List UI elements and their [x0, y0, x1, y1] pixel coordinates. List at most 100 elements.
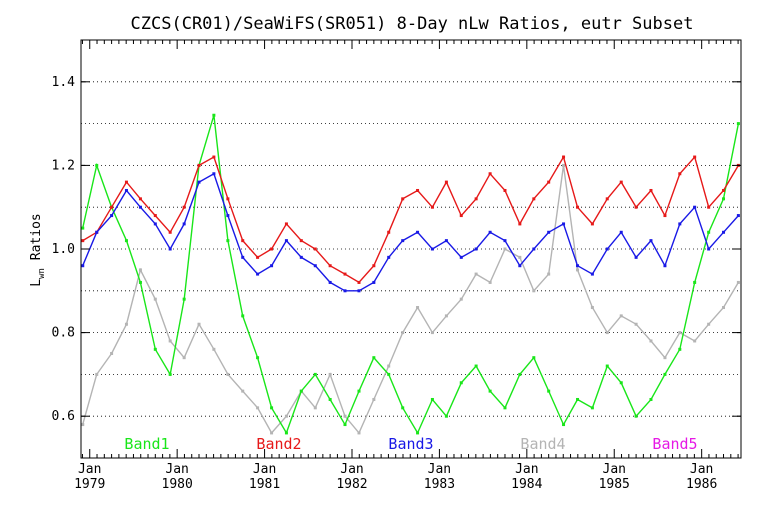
data-point-band4	[241, 389, 245, 393]
data-point-band4	[168, 339, 172, 343]
data-point-band2	[663, 214, 667, 218]
data-point-band3	[722, 230, 726, 234]
data-point-band1	[81, 226, 85, 230]
data-point-band3	[634, 255, 638, 259]
data-point-band3	[547, 230, 551, 234]
data-point-band2	[562, 155, 566, 159]
data-point-band2	[256, 255, 260, 259]
data-point-band4	[81, 423, 85, 427]
x-tick-label-month: Jan	[690, 462, 713, 477]
data-point-band2	[241, 239, 245, 243]
data-point-band2	[401, 197, 405, 201]
data-point-band3	[95, 230, 99, 234]
data-point-band4	[416, 306, 420, 310]
data-point-band4	[619, 314, 623, 318]
data-point-band4	[153, 297, 157, 301]
data-point-band4	[226, 372, 230, 376]
data-point-band4	[182, 356, 186, 360]
data-point-band3	[444, 239, 448, 243]
data-point-band4	[562, 163, 566, 167]
data-point-band1	[474, 364, 478, 368]
data-point-band3	[416, 230, 420, 234]
data-point-band1	[518, 372, 522, 376]
legend-label-band4: Band4	[520, 435, 565, 453]
series-line-band1	[82, 115, 740, 435]
data-point-band3	[576, 264, 580, 268]
data-point-band3	[401, 239, 405, 243]
data-point-band2	[590, 222, 594, 226]
data-point-band3	[707, 247, 711, 251]
data-point-band2	[634, 205, 638, 209]
data-point-band1	[619, 381, 623, 385]
data-point-band1	[270, 406, 274, 410]
x-tick-label-year: 1979	[74, 477, 105, 492]
data-point-band1	[707, 230, 711, 234]
data-point-band3	[474, 247, 478, 251]
data-point-band1	[284, 431, 288, 435]
data-point-band1	[416, 431, 420, 435]
data-point-band4	[401, 331, 405, 335]
data-point-band2	[474, 197, 478, 201]
grid-lines	[81, 81, 741, 417]
x-tick-label-year: 1984	[511, 477, 542, 492]
series-line-band2	[82, 155, 740, 284]
data-point-band1	[562, 423, 566, 427]
data-point-band4	[547, 272, 551, 276]
data-point-band4	[488, 280, 492, 284]
series-line-band3	[82, 172, 739, 292]
data-point-band3	[153, 222, 157, 226]
data-point-band2	[649, 188, 653, 192]
data-point-band3	[430, 247, 434, 251]
data-point-band1	[590, 406, 594, 410]
data-point-band2	[722, 188, 726, 192]
data-point-band3	[619, 230, 623, 234]
data-point-band3	[81, 264, 85, 268]
data-point-band1	[138, 280, 142, 284]
data-point-band2	[138, 197, 142, 201]
data-point-band1	[328, 397, 332, 401]
data-point-band1	[488, 389, 492, 393]
data-point-band4	[212, 347, 216, 351]
data-point-band3	[124, 188, 128, 192]
data-point-band1	[182, 297, 186, 301]
data-point-band1	[736, 122, 740, 126]
series-line-band4	[82, 165, 740, 435]
data-point-band2	[81, 239, 85, 243]
data-point-band2	[503, 188, 507, 192]
data-point-band3	[284, 239, 288, 243]
data-point-band4	[459, 297, 463, 301]
data-point-band4	[532, 289, 536, 293]
data-point-band2	[270, 247, 274, 251]
data-point-band1	[503, 406, 507, 410]
data-point-band1	[430, 397, 434, 401]
data-point-band3	[736, 214, 740, 218]
data-point-band2	[547, 180, 551, 184]
data-point-band4	[357, 431, 361, 435]
data-point-band1	[663, 372, 667, 376]
data-point-band2	[110, 205, 114, 209]
data-point-band2	[416, 188, 420, 192]
x-tick-label-month: Jan	[253, 462, 276, 477]
data-point-band3	[590, 272, 594, 276]
data-point-band3	[226, 214, 230, 218]
data-point-band3	[168, 247, 172, 251]
legend-label-band3: Band3	[388, 435, 433, 453]
data-point-band4	[518, 255, 522, 259]
data-point-band4	[736, 280, 740, 284]
data-point-band2	[444, 180, 448, 184]
data-point-band3	[299, 255, 303, 259]
data-point-band4	[284, 414, 288, 418]
data-point-band4	[372, 397, 376, 401]
data-point-band1	[387, 372, 391, 376]
data-point-band3	[387, 255, 391, 259]
data-point-band2	[226, 197, 230, 201]
data-point-band3	[343, 289, 347, 293]
data-point-band3	[518, 264, 522, 268]
data-point-band2	[459, 214, 463, 218]
data-point-band2	[343, 272, 347, 276]
data-point-band4	[590, 306, 594, 310]
data-point-band1	[532, 356, 536, 360]
data-point-band4	[503, 247, 507, 251]
data-point-band2	[430, 205, 434, 209]
